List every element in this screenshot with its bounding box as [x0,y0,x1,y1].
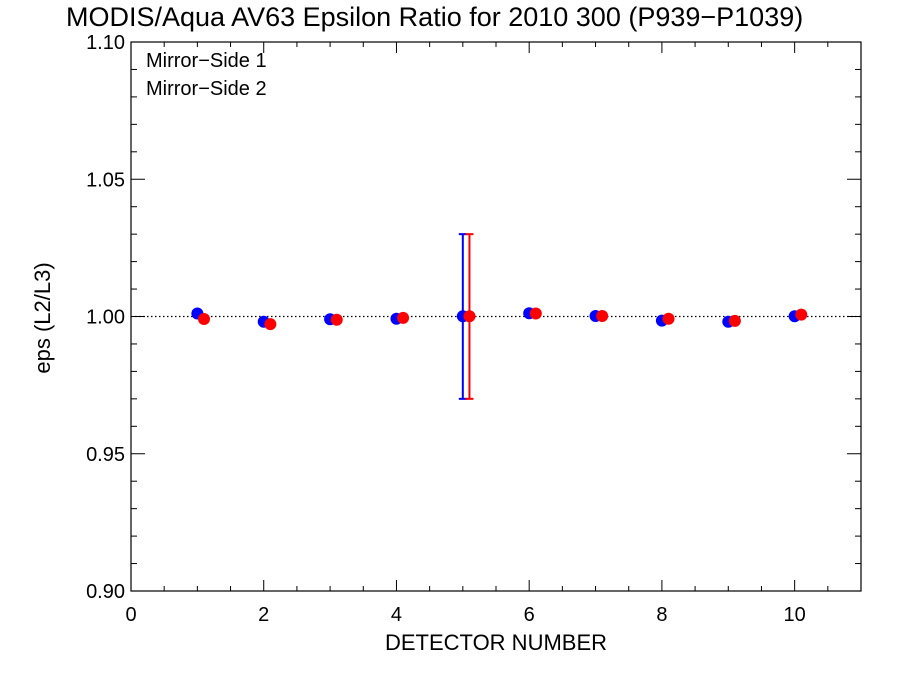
y-axis-label: eps (L2/L3) [30,262,55,373]
y-tick-label: 1.05 [86,169,125,191]
point-mirror-side-2 [529,307,542,320]
x-tick-label: 10 [784,604,806,626]
point-mirror-side-2 [728,314,741,327]
point-mirror-side-2 [330,313,343,326]
chart-title: MODIS/Aqua AV63 Epsilon Ratio for 2010 3… [66,2,803,32]
point-mirror-side-2 [795,308,808,321]
y-tick-label: 1.00 [86,307,125,329]
data-points [191,307,808,331]
legend-entry-mirror-side-2: Mirror−Side 2 [146,78,267,100]
x-tick-label: 2 [258,604,269,626]
x-tick-label: 0 [125,604,136,626]
point-mirror-side-2 [264,318,277,331]
point-mirror-side-2 [198,312,210,325]
y-tick-label: 0.95 [86,444,125,466]
legend-entry-mirror-side-1: Mirror−Side 1 [146,50,267,72]
point-mirror-side-2 [397,311,410,324]
x-tick-label: 4 [391,604,402,626]
x-tick-label: 6 [524,604,535,626]
y-tick-label: 0.90 [86,581,125,603]
x-axis-label: DETECTOR NUMBER [385,630,607,655]
point-mirror-side-2 [596,309,609,322]
y-tick-label: 1.10 [86,32,125,54]
axis-ticks: 0 2 4 6 8 10 0.90 0.95 1.00 1.05 1.10 [86,32,862,626]
point-mirror-side-2 [662,312,675,325]
point-mirror-side-2 [463,310,476,323]
x-tick-label: 8 [656,604,667,626]
